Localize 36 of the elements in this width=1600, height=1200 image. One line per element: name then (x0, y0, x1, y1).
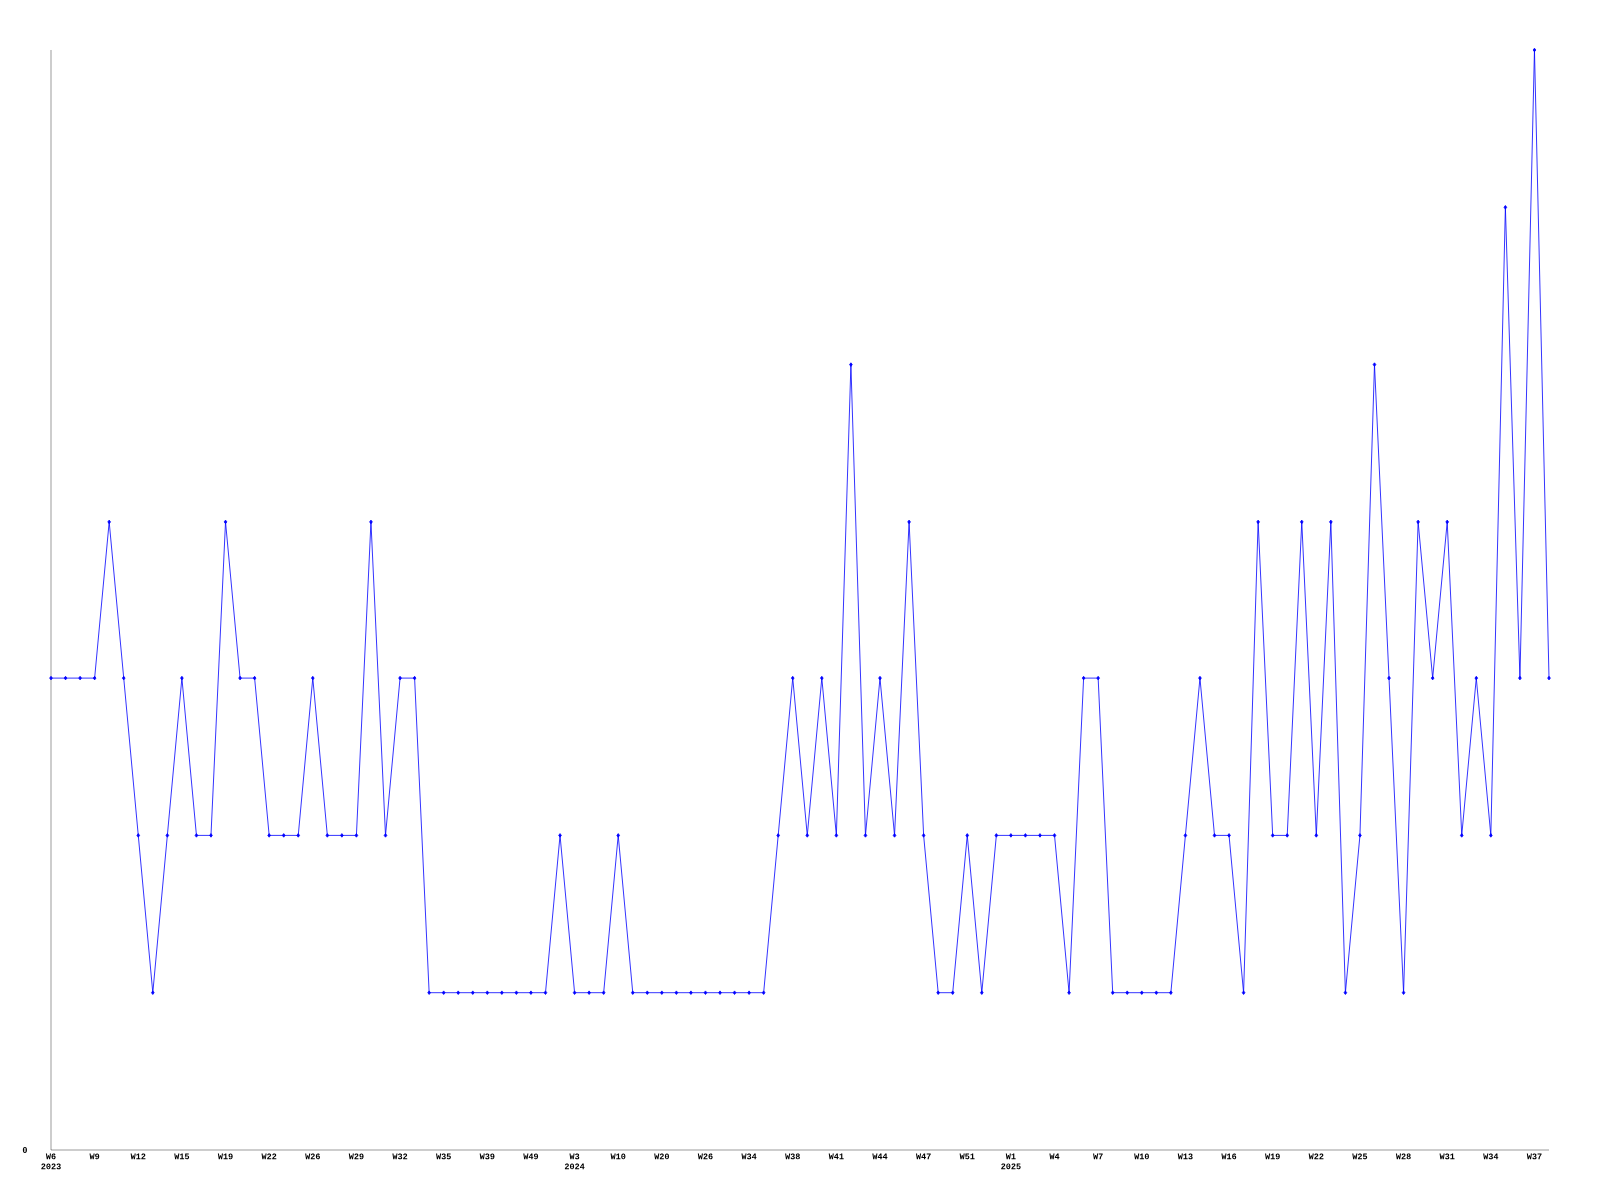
x-tick-label: W22 (261, 1153, 277, 1160)
x-tick-label: W12 (130, 1153, 146, 1160)
x-tick-label: W37 (1526, 1153, 1542, 1160)
x-tick-label: W26 (697, 1153, 713, 1160)
x-tick-label: W34 (1483, 1153, 1499, 1160)
x-tick-label: W10 (1134, 1153, 1149, 1160)
x-tick-label: W10 (610, 1153, 626, 1160)
x-tick-label: W6 2023 (41, 1153, 61, 1170)
x-tick-label: W29 (348, 1153, 364, 1160)
x-tick-label: W41 (828, 1153, 844, 1160)
x-tick-label: W19 (1265, 1153, 1280, 1160)
x-tick-label: W34 (741, 1153, 757, 1160)
x-tick-label: W49 (523, 1153, 539, 1160)
x-tick-label: W7 (1093, 1153, 1103, 1160)
x-tick-label: W19 (217, 1153, 233, 1160)
x-tick-label: W32 (392, 1153, 408, 1160)
x-tick-label: W39 (479, 1153, 495, 1160)
x-tick-label: W1 2025 (1001, 1153, 1021, 1170)
x-tick-label: W44 (872, 1153, 888, 1160)
x-tick-label: W47 (915, 1153, 931, 1160)
text: 0 (22, 1147, 27, 1153)
x-tick-label: W20 (654, 1153, 669, 1160)
x-tick-label: W26 (305, 1153, 320, 1160)
x-tick-label: W3 2024 (564, 1153, 585, 1170)
x-tick-label: W31 (1439, 1153, 1455, 1160)
x-tick-label: W22 (1308, 1153, 1324, 1160)
x-tick-label: W28 (1395, 1153, 1411, 1160)
x-tick-label: W38 (785, 1153, 800, 1160)
x-tick-label: W25 (1352, 1153, 1368, 1160)
x-tick-label: W35 (436, 1153, 451, 1160)
x-tick-label: W13 (1177, 1153, 1193, 1160)
x-tick-label: W9 (89, 1153, 100, 1160)
x-tick-label: W51 (959, 1153, 975, 1160)
x-tick-label: W16 (1221, 1153, 1237, 1160)
x-tick-label: W15 (174, 1153, 190, 1160)
x-tick-label: W4 (1049, 1153, 1060, 1160)
